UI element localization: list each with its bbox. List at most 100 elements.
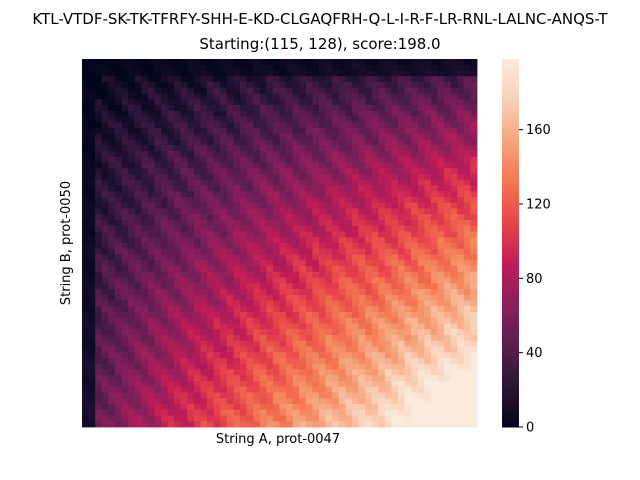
heatmap-cell [253,358,261,365]
colorbar-segment [502,399,519,403]
heatmap-cell [371,191,379,198]
heatmap-cell [457,352,465,359]
heatmap-cell [325,105,333,112]
heatmap-cell [213,174,221,181]
heatmap-cell [128,409,136,416]
heatmap-cell [417,340,425,347]
heatmap-cell [444,306,452,313]
heatmap-cell [430,220,438,227]
heatmap-cell [259,358,267,365]
heatmap-cell [444,197,452,204]
heatmap-cell [246,191,254,198]
heatmap-cell [378,392,386,399]
heatmap-cell [325,369,333,376]
heatmap-cell [345,289,353,296]
heatmap-cell [226,128,234,135]
heatmap-cell [351,220,359,227]
heatmap-cell [233,133,241,140]
heatmap-cell [299,202,307,209]
heatmap-cell [207,243,215,250]
heatmap-cell [417,381,425,388]
heatmap-cell [88,59,96,66]
heatmap-cell [450,346,458,353]
heatmap-cell [147,99,155,106]
heatmap-cell [253,225,261,232]
heatmap-cell [187,174,195,181]
heatmap-cell [286,329,294,336]
heatmap-cell [147,105,155,112]
heatmap-cell [398,306,405,313]
heatmap-cell [101,248,109,255]
heatmap-cell [108,409,116,416]
heatmap-cell [154,271,162,278]
heatmap-cell [411,70,419,77]
heatmap-cell [266,133,274,140]
heatmap-cell [457,133,465,140]
heatmap-cell [450,266,458,273]
heatmap-cell [147,352,155,359]
heatmap-cell [391,346,399,353]
heatmap-cell [444,105,452,112]
heatmap-cell [121,363,129,370]
heatmap-cell [207,151,215,158]
heatmap-cell [253,59,261,66]
heatmap-cell [141,421,149,428]
heatmap-cell [378,398,386,405]
heatmap-cell [384,208,392,215]
heatmap-cell [450,151,458,158]
heatmap-cell [259,70,267,77]
heatmap-cell [332,162,340,169]
heatmap-cell [450,99,458,106]
heatmap-cell [444,191,452,198]
heatmap-cell [141,105,149,112]
heatmap-cell [180,225,188,232]
heatmap-cell [167,283,175,290]
heatmap-cell [404,254,412,261]
heatmap-cell [121,179,129,186]
heatmap-cell [121,105,129,112]
heatmap-cell [121,220,129,227]
heatmap-cell [305,404,313,411]
heatmap-cell [338,174,346,181]
heatmap-cell [95,231,103,238]
heatmap-cell [463,116,471,123]
heatmap-cell [82,306,89,313]
heatmap-cell [424,231,432,238]
heatmap-cell [180,369,188,376]
heatmap-cell [220,260,228,267]
heatmap-cell [398,369,405,376]
heatmap-cell [292,289,300,296]
colorbar-segment [502,71,519,75]
heatmap-cell [332,76,340,83]
heatmap-cell [319,386,326,393]
heatmap-cell [351,358,359,365]
heatmap-cell [167,128,175,135]
heatmap-cell [351,323,359,330]
heatmap-cell [384,260,392,267]
heatmap-cell [187,139,195,146]
heatmap-cell [200,174,208,181]
colorbar-segment [502,89,519,94]
heatmap-cell [266,231,274,238]
heatmap-cell [88,168,96,175]
heatmap-cell [305,312,313,319]
heatmap-cell [305,197,313,204]
heatmap-cell [193,294,201,301]
heatmap-cell [213,329,221,336]
heatmap-cell [147,277,155,284]
heatmap-cell [272,214,280,221]
heatmap-cell [319,105,326,112]
heatmap-cell [213,381,221,388]
heatmap-cell [253,386,261,393]
heatmap-cell [134,369,142,376]
heatmap-cell [325,317,333,324]
heatmap-cell [338,231,346,238]
heatmap-cell [187,312,195,319]
heatmap-cell [167,306,175,313]
heatmap-cell [266,225,274,232]
heatmap-cell [226,139,234,146]
heatmap-cell [378,346,386,353]
heatmap-cell [174,70,182,77]
heatmap-cell [351,128,359,135]
heatmap-cell [167,139,175,146]
